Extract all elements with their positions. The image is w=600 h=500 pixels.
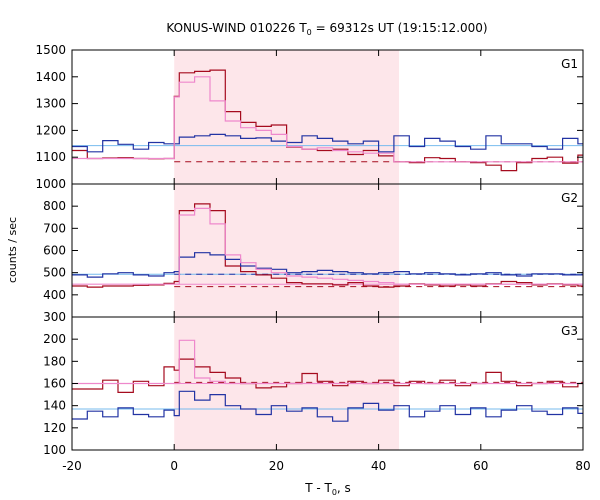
y-tick-label: 200 xyxy=(43,332,66,346)
series-dark-red xyxy=(72,358,583,393)
shaded-interval xyxy=(174,184,400,317)
x-tick-label: 20 xyxy=(269,459,284,473)
series-pink xyxy=(72,339,583,385)
x-axis-label: T - T0, s xyxy=(304,481,351,497)
y-tick-label: 100 xyxy=(43,443,66,457)
shaded-interval xyxy=(174,50,400,184)
y-tick-label: 1500 xyxy=(35,43,66,57)
panel-label: G1 xyxy=(561,57,578,71)
y-tick-label: 800 xyxy=(43,199,66,213)
y-tick-label: 700 xyxy=(43,221,66,235)
chart-panels: 100011001200130014001500G130040050060070… xyxy=(35,43,590,473)
y-tick-label: 400 xyxy=(43,288,66,302)
y-tick-label: 120 xyxy=(43,421,66,435)
series-dark-blue xyxy=(72,390,583,422)
x-tick-label: 80 xyxy=(575,459,590,473)
panel-g1: 1000 1100 1200 1300 1400 1500 G1 xyxy=(35,43,584,191)
series-pink xyxy=(72,207,583,285)
y-tick-label: 1300 xyxy=(35,97,66,111)
panel-label: G2 xyxy=(561,191,578,205)
y-tick-label: 500 xyxy=(43,266,66,280)
panel-label: G3 xyxy=(561,324,578,338)
y-tick-label: 1400 xyxy=(35,70,66,84)
y-axis-label: counts / sec xyxy=(6,217,19,283)
series-dark-blue xyxy=(72,133,583,153)
y-tick-label: 1100 xyxy=(35,150,66,164)
panel-g2: 300 400 500 600 700 800 G2 xyxy=(43,183,584,324)
y-tick-label: 1000 xyxy=(35,177,66,191)
x-tick-label: 0 xyxy=(170,459,178,473)
y-tick-label: 160 xyxy=(43,377,66,391)
y-tick-label: 300 xyxy=(43,310,66,324)
panel-g3: 100 120 140 160 180 200 G3 xyxy=(43,316,584,457)
y-tick-label: 180 xyxy=(43,354,66,368)
y-tick-label: 600 xyxy=(43,244,66,258)
y-tick-label: 140 xyxy=(43,399,66,413)
chart-title: KONUS-WIND 010226 T0 = 69312s UT (19:15:… xyxy=(166,21,487,37)
x-tick-label: -20 xyxy=(62,459,82,473)
x-tick-label: 60 xyxy=(473,459,488,473)
series-dark-blue xyxy=(72,252,583,278)
series-pink xyxy=(72,76,583,163)
x-tick-label: 40 xyxy=(371,459,386,473)
y-tick-label: 1200 xyxy=(35,123,66,137)
series-dark-red xyxy=(72,203,583,288)
